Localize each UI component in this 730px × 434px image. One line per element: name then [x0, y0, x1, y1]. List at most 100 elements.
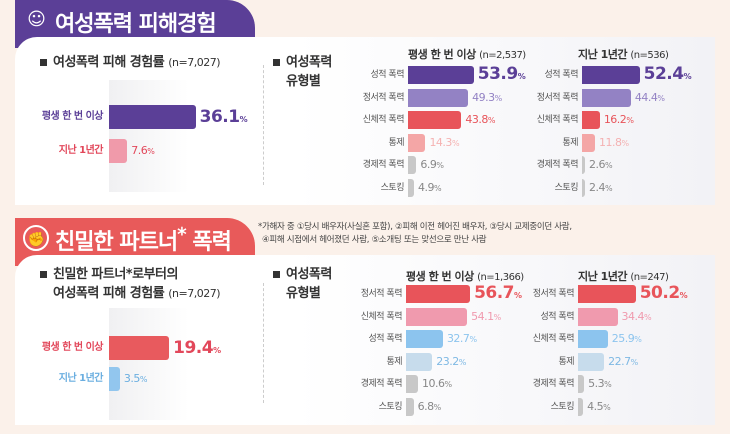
- rate-n: (n=7,027): [168, 56, 220, 69]
- bar: [408, 156, 417, 175]
- unit: %: [494, 93, 503, 103]
- chart-n: (n=536): [630, 50, 669, 61]
- category-label: 지난 1년간: [58, 145, 104, 156]
- bar: [582, 88, 631, 107]
- bar: [582, 133, 595, 152]
- value-label: 32.7%: [447, 330, 477, 349]
- bar: [578, 307, 618, 326]
- footnote-line1: *가해자 중 ①당시 배우자(사실혼 포함), ②피해 이전 헤어진 배우자, …: [258, 222, 572, 232]
- chart-title: 지난 1년간: [578, 48, 627, 61]
- unit: %: [147, 147, 155, 156]
- value-label: 44.4%: [635, 89, 665, 108]
- value-number: 56.7: [474, 283, 515, 303]
- value-label: 50.2%: [640, 284, 688, 305]
- unit: %: [239, 115, 248, 124]
- unit: %: [436, 161, 444, 171]
- category-label: 성적 폭력: [540, 311, 575, 322]
- unit: %: [679, 291, 688, 300]
- raised-fist-icon: ✊: [23, 225, 49, 251]
- category-label: 통제: [558, 356, 574, 367]
- value-number: 44.4: [634, 90, 658, 104]
- value-number: 43.8: [465, 113, 488, 127]
- chart-header: 지난 1년간 (n=536): [578, 46, 669, 62]
- value-label: 22.7%: [608, 353, 638, 372]
- value-label: 3.5%: [123, 367, 148, 392]
- value-label: 19.4%: [173, 336, 221, 363]
- value-label: 11.8%: [599, 134, 629, 153]
- value-label: 2.6%: [589, 156, 613, 175]
- category-label: 신체적 폭력: [536, 115, 579, 126]
- rate-title-line1: 친밀한 파트너*로부터의: [53, 267, 178, 282]
- unit: %: [451, 138, 460, 148]
- value-number: 16.2: [603, 113, 627, 127]
- value-number: 6.8: [417, 400, 435, 413]
- value-number: 19.4: [173, 338, 214, 358]
- value-label: 23.2%: [436, 353, 466, 372]
- bar: [578, 398, 584, 416]
- unit: %: [458, 357, 467, 367]
- category-label: 성적 폭력: [368, 334, 403, 345]
- value-number: 23.2: [436, 354, 459, 368]
- unit: %: [433, 403, 442, 412]
- category-label: 정서적 폭력: [360, 289, 403, 299]
- section2-rate-title: 친밀한 파트너*로부터의 여성폭력 피해 경험률 (n=7,027): [40, 265, 220, 303]
- unit: %: [604, 380, 612, 390]
- unit: %: [644, 312, 652, 322]
- value-label: 16.2%: [604, 111, 634, 130]
- category-label: 통제: [562, 137, 578, 148]
- unit: %: [657, 93, 665, 103]
- section2-title: 친밀한 파트너: [55, 230, 178, 255]
- category-label: 통제: [388, 137, 404, 148]
- category-label: 정서적 폭력: [532, 289, 575, 299]
- value-number: 54.1: [471, 309, 494, 323]
- type-title-line1: 여성폭력: [286, 55, 332, 70]
- value-number: 32.7: [446, 332, 470, 346]
- unit: %: [493, 312, 502, 322]
- category-label: 성적 폭력: [544, 70, 579, 80]
- unit: %: [605, 161, 613, 171]
- chart-n: (n=247): [630, 272, 669, 283]
- value-number: 3.5: [123, 372, 141, 385]
- value-label: 2.4%: [589, 179, 613, 198]
- value-number: 5.3: [588, 377, 605, 391]
- category-label: 평생 한 번 이상: [41, 342, 104, 353]
- value-label: 49.3%: [472, 89, 502, 108]
- footnote: *가해자 중 ①당시 배우자(사실혼 포함), ②피해 이전 헤어진 배우자, …: [258, 221, 572, 247]
- value-number: 25.9: [611, 332, 635, 346]
- unit: %: [139, 375, 148, 384]
- value-label: 6.8%: [417, 398, 442, 417]
- value-number: 49.3: [472, 90, 495, 104]
- rate-title-text: 여성폭력 피해 경험률: [53, 55, 165, 70]
- divider: [263, 283, 264, 403]
- category-label: 스토킹: [550, 402, 575, 412]
- chart-header: 평생 한 번 이상 (n=1,366): [406, 268, 524, 284]
- category-label: 성적 폭력: [370, 70, 405, 80]
- bar: [582, 179, 585, 197]
- bar: [406, 352, 433, 371]
- speech-bubbles-people-icon: ☺: [27, 9, 46, 30]
- value-number: 53.9: [477, 64, 518, 84]
- value-number: 6.9: [420, 158, 437, 172]
- section1-title: 여성폭력 피해경험: [55, 12, 217, 37]
- bar: [408, 88, 469, 107]
- chart-n: (n=2,537): [479, 50, 526, 61]
- value-number: 2.6: [589, 158, 606, 172]
- value-label: 4.9%: [418, 179, 442, 198]
- bar: [109, 336, 170, 360]
- bar: [109, 367, 120, 391]
- value-label: 36.1%: [200, 105, 248, 132]
- category-label: 경제적 폭력: [362, 160, 405, 171]
- value-number: 14.3: [429, 135, 452, 149]
- bar: [578, 285, 636, 303]
- bar: [408, 66, 474, 84]
- value-number: 2.4: [589, 181, 606, 194]
- unit: %: [444, 380, 452, 390]
- value-number: 10.6: [421, 377, 445, 391]
- bar: [582, 111, 600, 130]
- unit: %: [487, 116, 496, 126]
- value-label: 14.3%: [429, 134, 459, 153]
- bar: [408, 111, 462, 130]
- chart-title: 지난 1년간: [578, 270, 627, 283]
- value-label: 4.5%: [587, 398, 611, 417]
- category-label: 경제적 폭력: [536, 160, 579, 171]
